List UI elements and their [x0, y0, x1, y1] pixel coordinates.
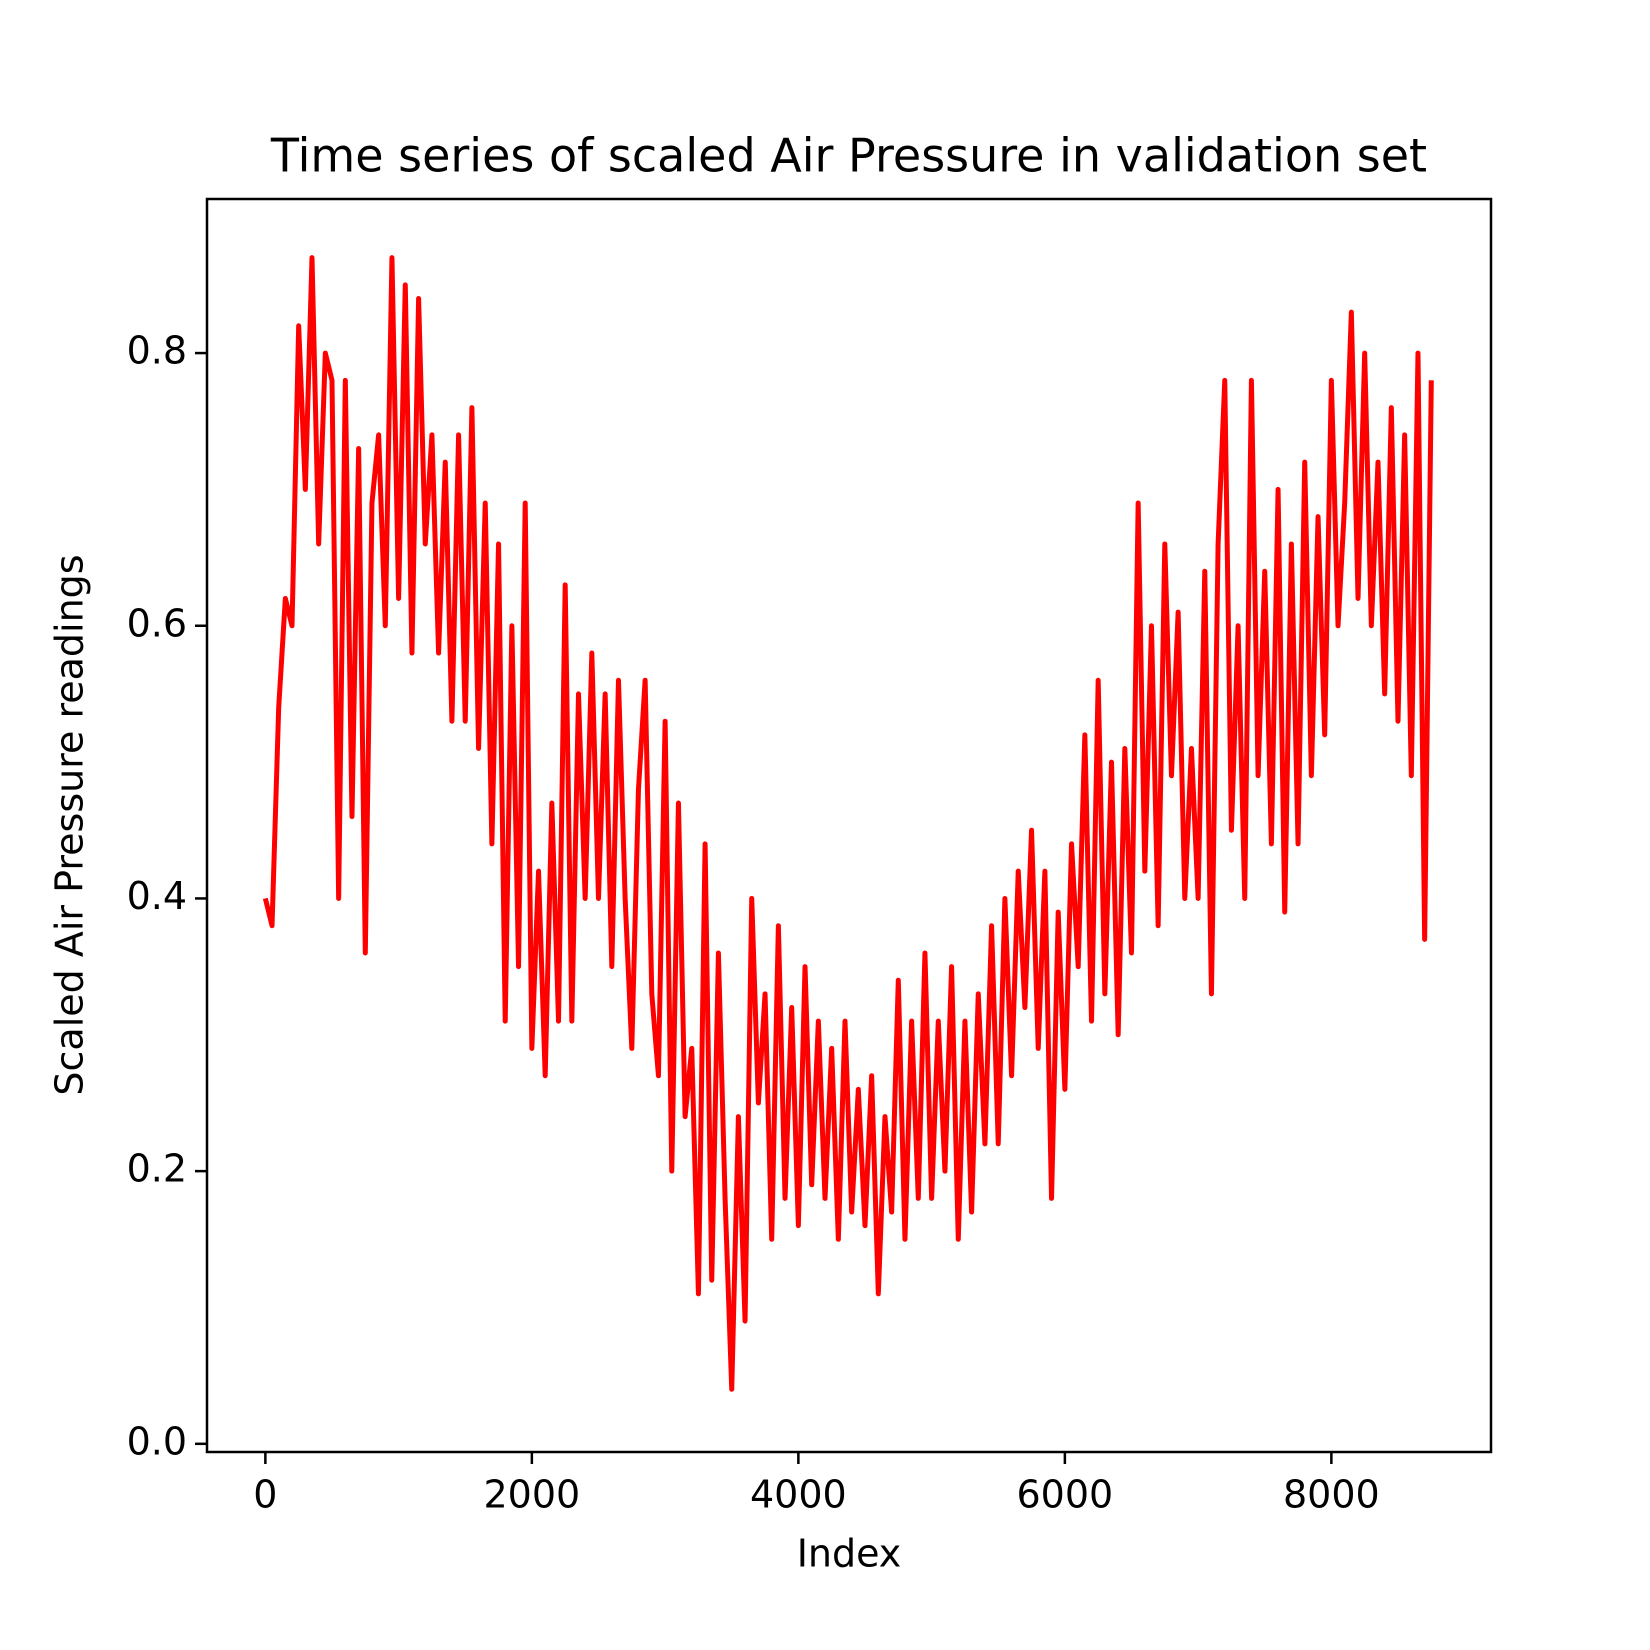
- y-tick-label: 0.8: [127, 329, 187, 373]
- y-axis-label: Scaled Air Pressure readings: [48, 554, 92, 1095]
- x-tick-label: 0: [253, 1473, 277, 1517]
- x-tick-label: 6000: [1017, 1473, 1114, 1517]
- data-line: [262, 255, 1434, 1392]
- plot-frame: [205, 197, 1493, 1454]
- x-axis-label: Index: [797, 1532, 902, 1576]
- chart-title: Time series of scaled Air Pressure in va…: [270, 129, 1427, 183]
- x-tick-label: 4000: [750, 1473, 847, 1517]
- x-tick-label: 2000: [484, 1473, 581, 1517]
- y-tick-label: 0.2: [127, 1147, 187, 1191]
- x-tick-label: 8000: [1283, 1473, 1380, 1517]
- y-tick-label: 0.0: [127, 1419, 187, 1463]
- y-tick-label: 0.4: [127, 874, 187, 918]
- y-tick-label: 0.6: [127, 601, 187, 645]
